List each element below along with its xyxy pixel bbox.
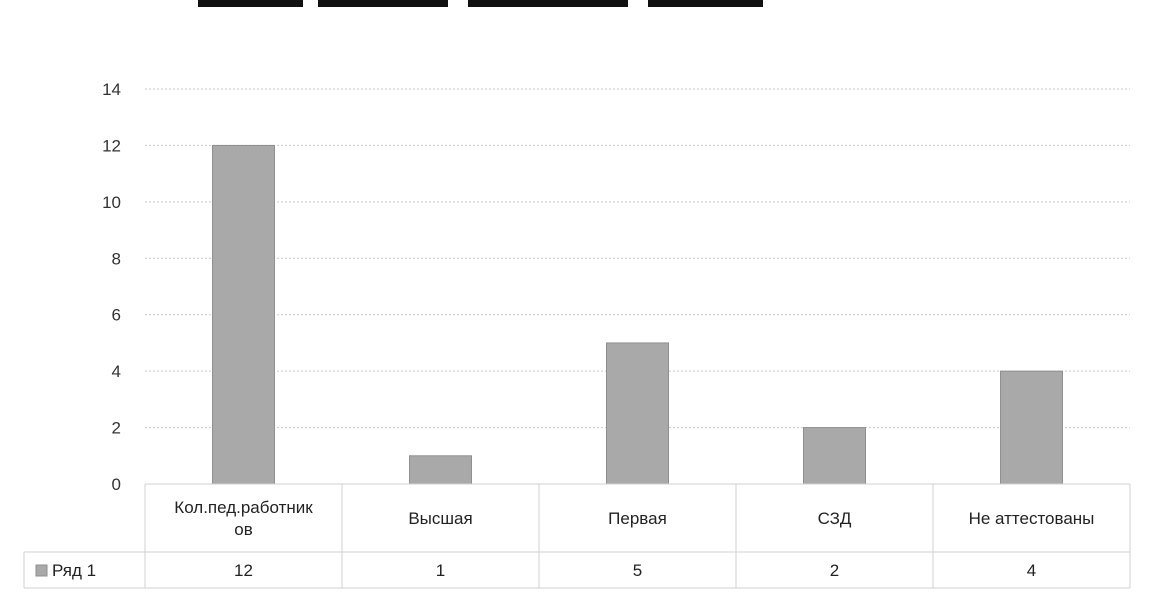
- data-label: 12: [234, 561, 253, 580]
- x-tick-label: Не аттестованы: [969, 509, 1095, 528]
- y-tick-label: 4: [112, 362, 121, 381]
- x-tick-label: СЗД: [818, 509, 852, 528]
- x-tick-label: Высшая: [408, 509, 472, 528]
- gridlines: [145, 88, 1130, 429]
- x-tick-label: Первая: [608, 509, 667, 528]
- x-tick-label: Кол.пед.работник ов: [174, 498, 313, 539]
- bar: [409, 455, 472, 485]
- bar: [606, 342, 669, 485]
- y-tick-label: 6: [112, 306, 121, 325]
- data-label: 4: [1027, 561, 1036, 580]
- bar: [803, 427, 866, 485]
- legend-swatch: [35, 564, 48, 577]
- data-label: 1: [436, 561, 445, 580]
- y-tick-label: 0: [112, 475, 121, 494]
- y-tick-label: 2: [112, 419, 121, 438]
- data-label: 2: [830, 561, 839, 580]
- y-tick-label: 8: [112, 249, 121, 268]
- bars: [212, 144, 1063, 485]
- y-tick-label: 10: [102, 193, 121, 212]
- series-label: Ряд 1: [52, 561, 96, 580]
- data-table: Кол.пед.работник ов Высшая Первая СЗД Не атте…: [23, 483, 1131, 589]
- bar: [212, 144, 275, 485]
- title-fragment: [198, 0, 763, 7]
- y-tick-label: 12: [102, 136, 121, 155]
- bar: [1000, 370, 1063, 485]
- y-axis-ticks: 0 2 4 6 8 10 12 14: [102, 80, 121, 494]
- data-label: 5: [633, 561, 642, 580]
- y-tick-label: 14: [102, 80, 121, 99]
